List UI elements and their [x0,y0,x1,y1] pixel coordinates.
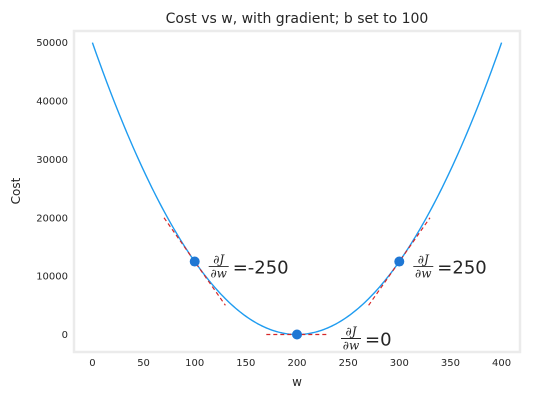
y-axis-label: Cost [9,177,23,204]
x-tick-label: 150 [236,358,255,369]
y-tick-label: 50000 [36,38,68,49]
gradient-line [163,217,226,306]
x-tick-label: 400 [492,358,511,369]
gradient-annotation: ∂J∂w =-250 [208,253,289,281]
y-tick-label: 40000 [36,97,68,108]
x-tick-label: 350 [441,358,460,369]
x-tick-label: 200 [287,358,306,369]
gradient-point [292,329,302,340]
fraction-numerator: ∂J [345,324,357,338]
x-tick-label: 100 [185,358,204,369]
y-tick-label: 20000 [36,213,68,224]
x-tick-label: 0 [89,358,95,369]
y-tick-label: 0 [62,330,68,341]
gradient-point [394,256,405,267]
plot-frame [72,29,522,354]
y-tick-label: 10000 [36,272,68,283]
fraction-denominator: ∂w [415,267,432,281]
fraction-denominator: ∂w [343,338,360,352]
fraction-denominator: ∂w [210,267,227,281]
x-axis-label: w [292,375,302,389]
x-tick-label: 300 [390,358,409,369]
x-tick-label: 250 [339,358,358,369]
y-tick-label: 30000 [36,155,68,166]
gradient-value-label: =-250 [233,258,289,279]
fraction-numerator: ∂J [418,253,430,267]
gradient-value-label: =0 [365,329,392,350]
gradient-annotation: ∂J∂w =250 [413,253,487,281]
gradient-annotation: ∂J∂w =0 [341,324,392,352]
x-tick-label: 50 [137,358,150,369]
gradient-line [368,217,431,306]
fraction-numerator: ∂J [213,253,225,267]
plot-area: ∂J∂w =-250∂J∂w =0∂J∂w =250 [91,42,503,352]
gradient-point [189,256,200,267]
chart-title: Cost vs w, with gradient; b set to 100 [166,11,429,27]
axis-ticks: 0 50 100 150 200 250 300 350 400 0 10000 20000 30000… [36,38,511,369]
gradient-value-label: =250 [437,258,486,279]
